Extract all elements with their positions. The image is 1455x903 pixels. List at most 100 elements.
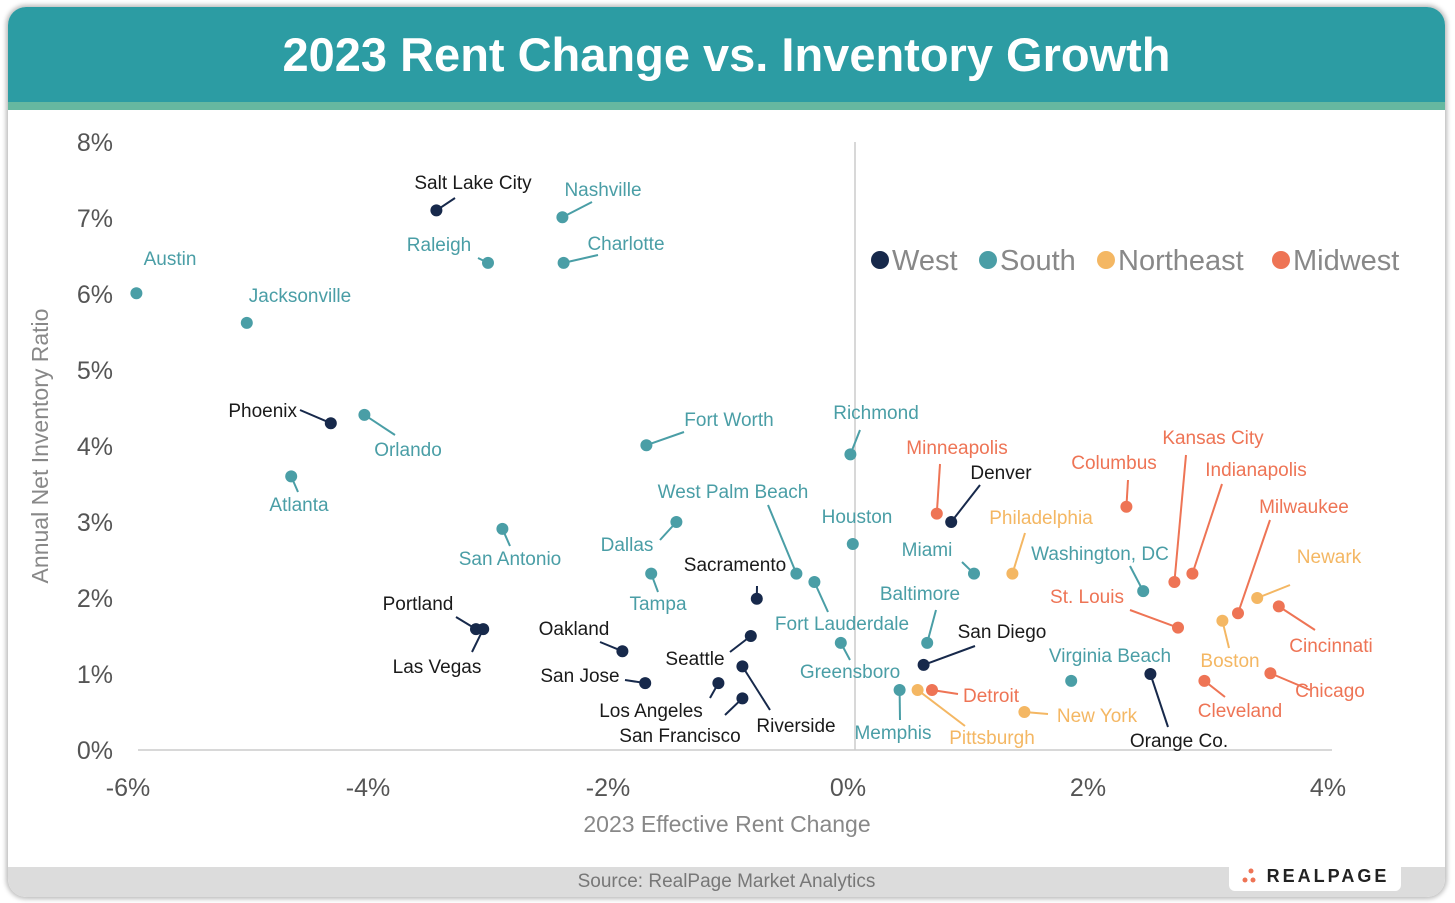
data-point-fort-worth: [640, 439, 653, 452]
leader-line-fort-worth: [646, 431, 685, 447]
data-label-raleigh: Raleigh: [407, 235, 471, 256]
data-point-atlanta: [285, 470, 298, 483]
data-label-dallas: Dallas: [601, 535, 654, 556]
data-label-indianapolis: Indianapolis: [1205, 460, 1306, 481]
data-point-st-louis: [1172, 621, 1184, 634]
data-label-newark: Newark: [1297, 547, 1362, 568]
data-label-columbus: Columbus: [1071, 453, 1157, 474]
data-point-los-angeles: [712, 677, 725, 690]
leader-line-chicago: [1270, 672, 1311, 691]
data-point-austin: [130, 287, 143, 300]
data-label-cincinnati: Cincinnati: [1289, 636, 1372, 657]
legend-label-south: South: [1000, 245, 1076, 277]
data-label-orange-co: Orange Co.: [1130, 731, 1228, 752]
data-label-houston: Houston: [822, 507, 893, 528]
data-label-las-vegas: Las Vegas: [393, 657, 482, 678]
data-point-orlando: [358, 408, 371, 421]
x-tick-label: -4%: [346, 774, 390, 802]
data-point-richmond: [844, 448, 857, 461]
data-label-fort-worth: Fort Worth: [684, 410, 773, 431]
data-point-phoenix: [324, 417, 337, 430]
realpage-logo: REALPAGE: [1229, 861, 1401, 891]
x-tick-label: 4%: [1310, 774, 1346, 802]
y-tick-label: 5%: [77, 357, 113, 385]
legend-label-west: West: [892, 245, 958, 277]
data-point-denver: [945, 516, 958, 528]
legend-marker-northeast: [1097, 251, 1115, 269]
data-label-austin: Austin: [144, 249, 197, 270]
data-label-oakland: Oakland: [539, 619, 610, 640]
leader-line-denver: [950, 484, 981, 523]
chart-card: 2023 Rent Change vs. Inventory Growth So…: [8, 7, 1445, 897]
legend-marker-south: [979, 251, 997, 269]
chart-title: 2023 Rent Change vs. Inventory Growth: [282, 28, 1171, 81]
data-point-memphis: [893, 683, 906, 696]
data-point-oakland: [616, 645, 629, 658]
data-label-memphis: Memphis: [854, 723, 931, 744]
data-label-seattle: Seattle: [665, 649, 724, 670]
x-tick-label: -2%: [586, 774, 630, 802]
data-point-charlotte: [557, 256, 570, 269]
data-point-boston: [1216, 614, 1229, 627]
y-tick-label: 8%: [77, 129, 113, 157]
x-axis-title: 2023 Effective Rent Change: [583, 811, 870, 837]
data-label-portland: Portland: [383, 594, 454, 615]
data-label-richmond: Richmond: [833, 403, 919, 424]
data-point-cincinnati: [1272, 600, 1285, 613]
y-tick-label: 6%: [77, 281, 113, 309]
data-point-minneapolis: [930, 507, 943, 520]
leader-line-philadelphia: [1011, 532, 1026, 574]
legend-marker-midwest: [1272, 251, 1290, 269]
data-point-newark: [1251, 592, 1264, 604]
data-label-tampa: Tampa: [629, 594, 686, 615]
data-label-denver: Denver: [970, 463, 1032, 484]
data-label-virginia-beach: Virginia Beach: [1049, 646, 1171, 667]
x-tick-label: -6%: [106, 774, 150, 802]
data-point-milwaukee: [1232, 607, 1244, 620]
data-label-st-louis: St. Louis: [1050, 587, 1124, 608]
data-label-washington-dc: Washington, DC: [1031, 544, 1169, 565]
data-point-greensboro: [834, 636, 847, 649]
y-tick-label: 0%: [77, 737, 113, 765]
data-label-phoenix: Phoenix: [228, 401, 297, 422]
data-label-san-francisco: San Francisco: [619, 726, 740, 747]
data-point-miami: [968, 567, 980, 580]
data-label-san-diego: San Diego: [958, 622, 1047, 643]
data-point-tampa: [645, 567, 658, 580]
data-label-nashville: Nashville: [564, 180, 641, 201]
footer-bar: Source: RealPage Market Analytics REALPA…: [8, 861, 1445, 897]
y-tick-label: 3%: [77, 509, 113, 537]
data-point-orange-co: [1144, 668, 1157, 680]
logo-dots-icon: [1242, 868, 1256, 883]
leader-line-st-louis: [1129, 609, 1179, 629]
y-tick-label: 2%: [77, 585, 113, 613]
y-axis-title: Annual Net Inventory Ratio: [27, 309, 53, 584]
data-point-west-palm-beach: [790, 567, 803, 580]
data-label-jacksonville: Jacksonville: [249, 286, 351, 307]
legend-marker-west: [871, 251, 889, 269]
data-point-chicago: [1264, 667, 1277, 680]
data-point-philadelphia: [1006, 567, 1019, 580]
x-tick-label: 2%: [1070, 774, 1106, 802]
leader-line-cincinnati: [1278, 605, 1316, 631]
data-point-new-york: [1018, 706, 1031, 718]
data-label-boston: Boston: [1200, 651, 1259, 672]
data-label-san-antonio: San Antonio: [459, 549, 561, 570]
data-point-san-diego: [917, 658, 930, 671]
data-point-seattle: [744, 630, 757, 642]
data-point-baltimore: [921, 636, 934, 649]
y-tick-label: 1%: [77, 661, 113, 689]
data-point-pittsburgh: [911, 683, 924, 696]
leader-line-milwaukee: [1237, 519, 1271, 614]
title-accent-band: [8, 102, 1445, 110]
leader-line-minneapolis: [935, 463, 941, 514]
data-point-san-antonio: [496, 522, 509, 535]
data-label-sacramento: Sacramento: [684, 555, 786, 576]
data-label-new-york: New York: [1057, 706, 1138, 727]
data-label-philadelphia: Philadelphia: [989, 508, 1093, 529]
y-tick-label: 4%: [77, 433, 113, 461]
source-note: Source: RealPage Market Analytics: [577, 871, 876, 892]
data-label-atlanta: Atlanta: [269, 495, 329, 516]
leader-line-riverside: [741, 665, 771, 711]
